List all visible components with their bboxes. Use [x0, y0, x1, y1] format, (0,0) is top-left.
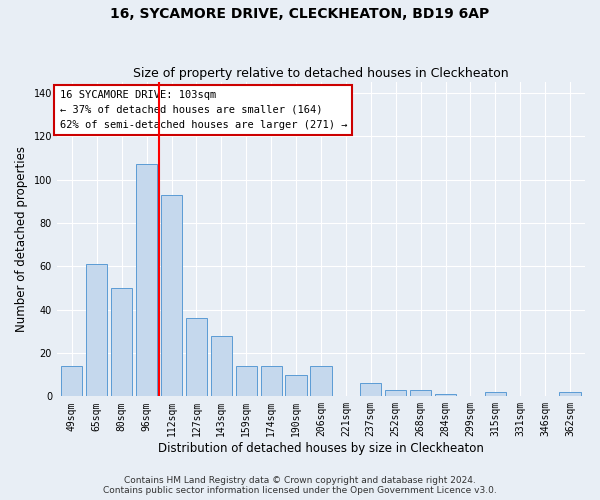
X-axis label: Distribution of detached houses by size in Cleckheaton: Distribution of detached houses by size …: [158, 442, 484, 455]
Bar: [485, 392, 506, 396]
Bar: [410, 390, 431, 396]
Bar: [161, 195, 182, 396]
Bar: [136, 164, 157, 396]
Bar: [186, 318, 207, 396]
Text: Contains HM Land Registry data © Crown copyright and database right 2024.
Contai: Contains HM Land Registry data © Crown c…: [103, 476, 497, 495]
Bar: [211, 336, 232, 396]
Bar: [86, 264, 107, 396]
Bar: [559, 392, 581, 396]
Bar: [310, 366, 332, 396]
Bar: [360, 384, 382, 396]
Bar: [236, 366, 257, 396]
Text: 16, SYCAMORE DRIVE, CLECKHEATON, BD19 6AP: 16, SYCAMORE DRIVE, CLECKHEATON, BD19 6A…: [110, 8, 490, 22]
Y-axis label: Number of detached properties: Number of detached properties: [15, 146, 28, 332]
Bar: [385, 390, 406, 396]
Bar: [435, 394, 456, 396]
Bar: [111, 288, 132, 397]
Text: 16 SYCAMORE DRIVE: 103sqm
← 37% of detached houses are smaller (164)
62% of semi: 16 SYCAMORE DRIVE: 103sqm ← 37% of detac…: [59, 90, 347, 130]
Bar: [260, 366, 282, 396]
Bar: [286, 374, 307, 396]
Bar: [61, 366, 82, 396]
Title: Size of property relative to detached houses in Cleckheaton: Size of property relative to detached ho…: [133, 66, 509, 80]
